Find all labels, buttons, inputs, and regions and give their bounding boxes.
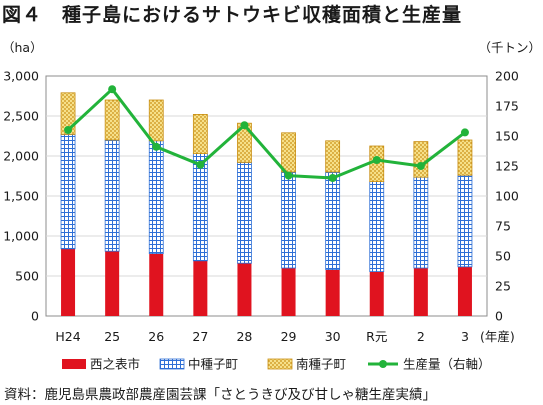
- bar-segment: [369, 181, 385, 273]
- bar-segment: [148, 140, 164, 255]
- bar-segment: [192, 114, 208, 155]
- production-point: [152, 142, 161, 151]
- right-axis-tick-label: 100: [495, 189, 519, 204]
- right-axis-tick-label: 200: [495, 69, 519, 84]
- legend-label: 西之表市: [90, 357, 140, 372]
- production-point: [196, 160, 205, 169]
- production-point: [460, 128, 469, 137]
- bar-segment: [60, 92, 76, 135]
- production-point: [64, 126, 73, 134]
- bars: [60, 92, 473, 316]
- bar-segment: [369, 271, 384, 316]
- production-point: [328, 174, 337, 182]
- bar-segment: [413, 176, 429, 269]
- right-axis-unit: （千トン）: [478, 40, 541, 55]
- x-axis-label: R元: [366, 329, 387, 344]
- right-axis-tick-label: 150: [495, 129, 519, 144]
- legend-label: 南種子町: [296, 357, 346, 372]
- left-axis-unit: （ha）: [2, 40, 43, 55]
- right-axis-tick-label: 25: [495, 279, 511, 294]
- production-point: [416, 162, 425, 170]
- left-axis-ticks: 0 500 1,000 1,500 2,000 2,500 3,000: [3, 69, 39, 324]
- production-line-path: [67, 87, 466, 180]
- legend-swatch: [159, 358, 185, 370]
- left-axis-tick-label: 1,500: [3, 189, 39, 204]
- bar-segment: [237, 263, 252, 316]
- x-axis-labels: H24 25 26 27 28 29 30 R元 2 3: [55, 329, 469, 344]
- bar-segment: [325, 269, 340, 316]
- figure-title: 図４ 種子島におけるサトウキビ収穫面積と生産量: [2, 4, 463, 26]
- bar-segment: [457, 174, 473, 268]
- x-axis-label: 29: [281, 329, 297, 344]
- bar-segment: [281, 171, 296, 269]
- x-axis-label: 30: [325, 329, 341, 344]
- bar-segment: [281, 132, 296, 173]
- x-axis-label: 2: [417, 329, 425, 344]
- bar-segment: [192, 153, 208, 262]
- x-axis-label: 27: [192, 329, 208, 344]
- bar-segment: [325, 171, 341, 270]
- x-axis-label: H24: [55, 329, 80, 344]
- x-axis-unit: (年産): [480, 329, 515, 344]
- legend-swatch: [267, 358, 293, 370]
- bar-segment: [237, 161, 252, 264]
- bar-segment: [413, 268, 428, 316]
- x-axis-label: 3: [461, 329, 469, 344]
- legend-swatch: [62, 359, 86, 369]
- right-axis-tick-label: 0: [495, 309, 503, 324]
- bar-segment: [148, 99, 164, 142]
- x-axis-label: 25: [104, 329, 120, 344]
- bar-segment: [60, 133, 76, 250]
- bar-segment: [193, 260, 208, 316]
- production-point: [372, 156, 381, 164]
- bar-segment: [61, 248, 76, 316]
- bar-segment: [105, 251, 120, 316]
- bar-segment: [457, 266, 472, 316]
- right-axis-tick-label: 75: [495, 219, 511, 234]
- legend-label: 中種子町: [188, 357, 238, 372]
- left-axis-tick-label: 500: [15, 269, 39, 284]
- right-axis-tick-label: 50: [495, 249, 511, 264]
- left-axis-tick-label: 0: [31, 309, 39, 324]
- bar-segment: [325, 140, 341, 173]
- left-axis-tick-label: 3,000: [3, 69, 39, 84]
- x-axis-label: 28: [236, 329, 252, 344]
- bar-segment: [104, 99, 120, 141]
- bar-segment: [104, 139, 120, 252]
- right-axis-tick-label: 175: [495, 99, 519, 114]
- left-axis-tick-label: 1,000: [3, 229, 39, 244]
- x-axis-label: 26: [148, 329, 164, 344]
- production-point: [240, 121, 249, 130]
- bar-segment: [413, 141, 429, 178]
- bar-segment: [149, 253, 164, 316]
- figure-source: 資料：鹿児島県農政部農産園芸課「さとうきび及び甘しゃ糖生産実績」: [4, 387, 436, 403]
- right-axis-tick-label: 125: [495, 159, 519, 174]
- left-axis-tick-label: 2,500: [3, 109, 39, 124]
- bar-segment: [457, 139, 473, 176]
- bar-segment: [281, 268, 296, 316]
- legend: 西之表市 中種子町 南種子町 生産量（右軸）: [62, 357, 491, 372]
- production-point: [108, 85, 117, 94]
- right-axis-ticks: 0 25 50 75 100 125 150 175 200: [495, 69, 519, 324]
- production-line: [64, 85, 469, 182]
- legend-point: [379, 360, 387, 368]
- production-point: [284, 171, 293, 180]
- legend-label: 生産量（右軸）: [403, 357, 491, 372]
- left-axis-tick-label: 2,000: [3, 149, 39, 164]
